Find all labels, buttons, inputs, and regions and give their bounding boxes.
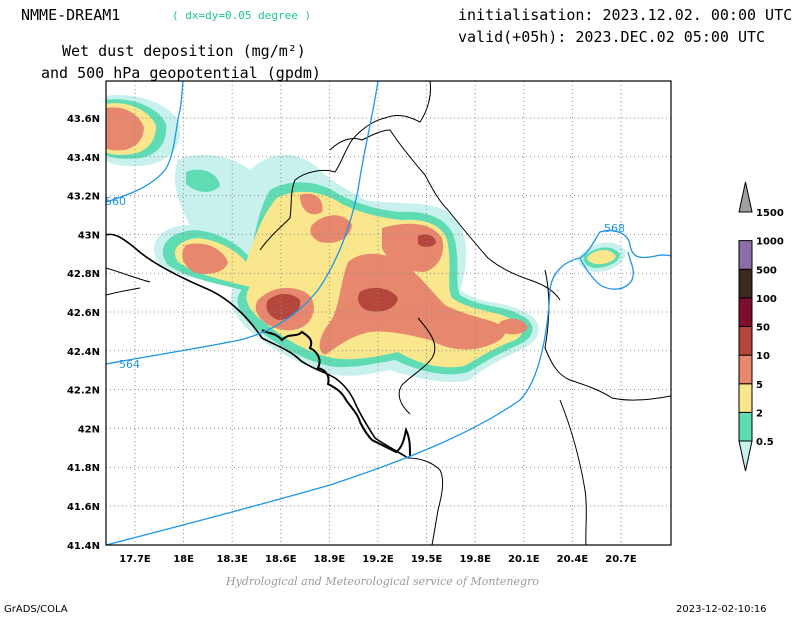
legend-swatch xyxy=(738,268,753,299)
render-timestamp: 2023-12-02-10:16 xyxy=(676,604,767,615)
legend-swatch xyxy=(738,411,753,442)
legend-swatch xyxy=(738,297,753,327)
valid-time: valid(+05h): 2023.DEC.02 05:00 UTC xyxy=(458,28,766,46)
lat-label: 42N xyxy=(78,424,100,435)
model-resolution: ( dx=dy=0.05 degree ) xyxy=(172,9,312,22)
lon-label: 19.8E xyxy=(459,554,491,565)
lat-label: 42.6N xyxy=(67,308,100,319)
legend-swatch xyxy=(738,354,753,385)
legend-swatch xyxy=(738,240,753,270)
geopotential-contours xyxy=(106,81,671,545)
map-frame xyxy=(105,80,672,546)
lat-label: 42.4N xyxy=(67,347,100,358)
legend-label: 100 xyxy=(756,294,777,305)
lon-label: 18.6E xyxy=(265,554,297,565)
lat-label: 43.6N xyxy=(67,114,100,125)
lon-label: 19.5E xyxy=(411,554,443,565)
contour-label-568: 568 xyxy=(604,222,625,235)
legend-label: 500 xyxy=(756,265,777,276)
colorbar-legend: 0.5 2 5 10 50 100 500 1000 1500 xyxy=(738,181,784,472)
lon-label: 19.2E xyxy=(362,554,394,565)
deposition-fill xyxy=(106,95,626,382)
legend-swatch xyxy=(738,440,753,472)
deposition-band-50 xyxy=(266,234,436,320)
field-title-line2: and 500 hPa geopotential (gpdm) xyxy=(41,64,321,82)
lon-label: 18.3E xyxy=(216,554,248,565)
borders xyxy=(106,81,671,545)
credit-text: Hydrological and Meteorological service … xyxy=(226,575,539,588)
legend-label: 5 xyxy=(756,380,763,391)
legend-swatch xyxy=(738,383,753,413)
lon-label: 20.1E xyxy=(508,554,540,565)
lat-label: 41.6N xyxy=(67,502,100,513)
lon-label: 18E xyxy=(173,554,194,565)
contour-label-564: 564 xyxy=(119,358,140,371)
field-title-line1: Wet dust deposition (mg/m²) xyxy=(62,42,306,60)
lat-label: 43.4N xyxy=(67,153,100,164)
contour-label-560: 560 xyxy=(105,195,126,208)
software-label: GrADS/COLA xyxy=(4,604,68,615)
axis-labels: 17.7E 18E 18.3E 18.6E 18.9E 19.2E 19.5E 19.8E 20… xyxy=(67,114,637,565)
lat-label: 42.8N xyxy=(67,269,100,280)
initialisation-time: initialisation: 2023.12.02. 00:00 UTC xyxy=(458,6,793,24)
lat-label: 41.4N xyxy=(67,541,100,552)
legend-label: 1000 xyxy=(756,237,784,248)
lon-label: 20.4E xyxy=(557,554,589,565)
lon-label: 20.7E xyxy=(605,554,637,565)
model-title: NMME-DREAM1 xyxy=(21,6,121,24)
lon-label: 17.7E xyxy=(119,554,151,565)
legend-label: 0.5 xyxy=(756,437,774,448)
legend-swatch xyxy=(738,181,753,213)
legend-label: 2 xyxy=(756,408,763,419)
legend-label: 50 xyxy=(756,323,770,334)
lat-label: 41.8N xyxy=(67,463,100,474)
legend-label: 1500 xyxy=(756,208,784,219)
lat-label: 43N xyxy=(78,230,100,241)
legend-label: 10 xyxy=(756,351,770,362)
lat-label: 43.2N xyxy=(67,192,100,203)
graticule xyxy=(106,81,671,545)
lon-label: 18.9E xyxy=(314,554,346,565)
legend-swatch xyxy=(738,326,753,356)
lat-label: 42.2N xyxy=(67,386,100,397)
